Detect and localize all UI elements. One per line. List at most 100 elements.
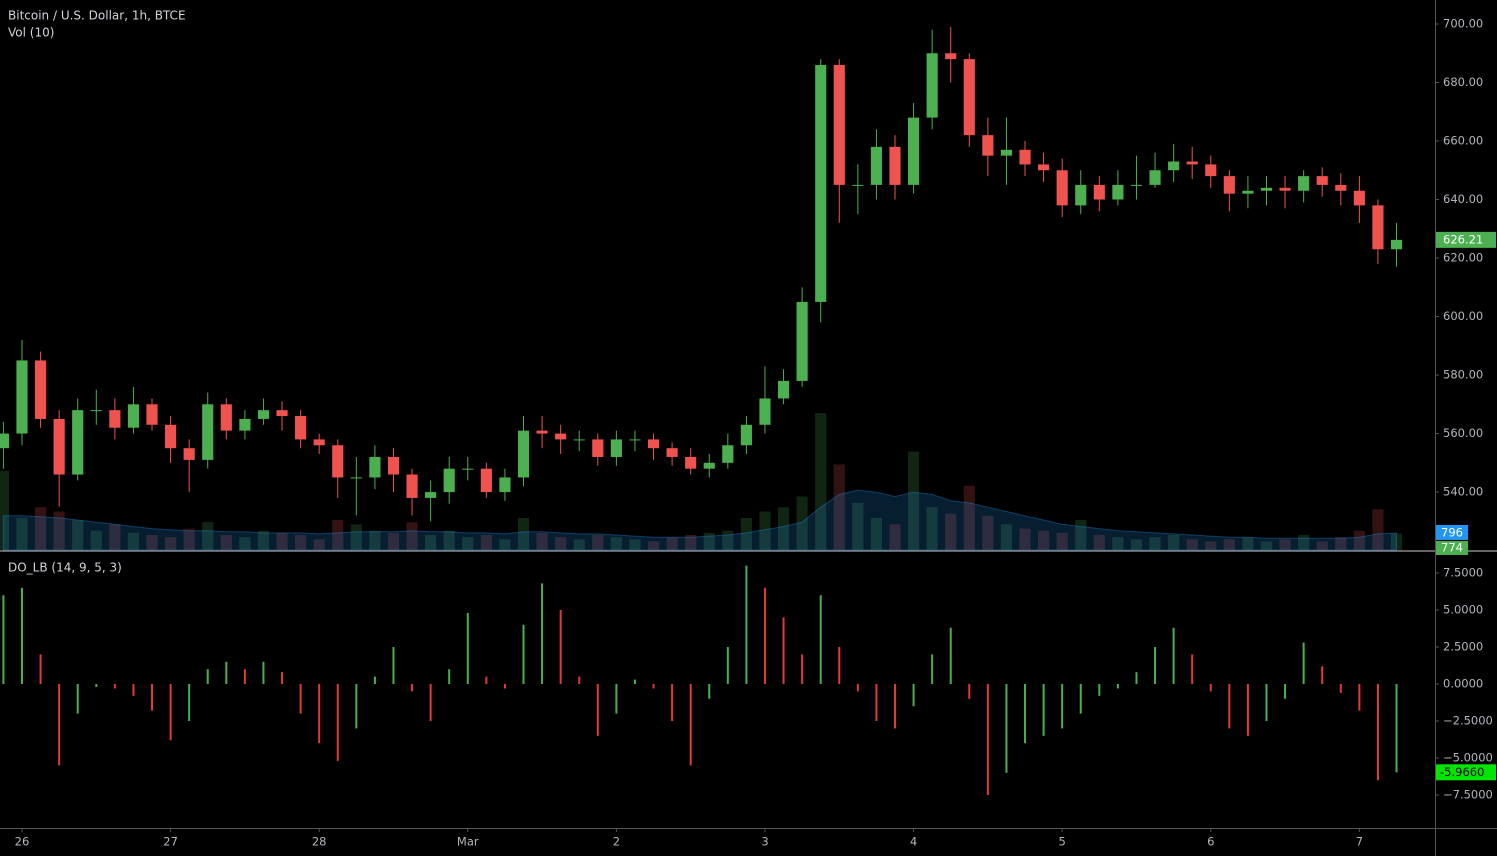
volume-bar	[239, 537, 251, 550]
volume-bar	[127, 532, 140, 550]
volume-bar	[908, 451, 920, 550]
oscillator-bar	[392, 647, 395, 685]
candle-body	[1130, 184, 1143, 186]
x-tick-label: 27	[163, 835, 178, 849]
oscillator-bar	[652, 684, 655, 689]
y-tick-label: 2.5000	[1443, 640, 1483, 654]
volume-bar	[1205, 541, 1217, 550]
oscillator-bar	[225, 661, 228, 685]
volume-bar	[1056, 532, 1068, 550]
x-tick-label: 2	[613, 835, 620, 849]
oscillator-bar	[466, 612, 469, 685]
volume-title: Vol (10)	[8, 26, 54, 40]
volume-bar	[257, 530, 270, 550]
volume-bar	[1149, 537, 1161, 550]
oscillator-bar	[206, 669, 209, 685]
candle-body	[1112, 184, 1124, 200]
candle-body	[647, 439, 660, 449]
candle-body	[1000, 149, 1013, 156]
y-tick-label: 560.00	[1443, 426, 1483, 440]
volume-bar	[517, 517, 530, 550]
volume-bar	[1112, 537, 1124, 550]
oscillator-bar	[411, 684, 414, 692]
candle-body	[369, 456, 381, 478]
candle-body	[1093, 184, 1105, 200]
candle-body	[517, 430, 530, 478]
x-tick-label: 28	[312, 835, 327, 849]
volume-bar	[573, 539, 585, 550]
oscillator-bar	[949, 627, 952, 685]
oscillator-bar	[1005, 684, 1008, 773]
volume-bar	[425, 535, 437, 550]
volume-bar	[332, 520, 344, 550]
last-price-box	[1436, 231, 1496, 248]
y-tick-label: 580.00	[1443, 368, 1483, 382]
candle-body	[443, 468, 455, 493]
candle-body	[815, 64, 827, 302]
candle-body	[1372, 205, 1384, 250]
candle-body	[982, 135, 994, 156]
volume-ma-box	[1436, 524, 1468, 540]
oscillator-bar	[299, 684, 302, 714]
volume-bar	[16, 517, 28, 550]
oscillator-bar	[1209, 684, 1212, 692]
candle-body	[629, 439, 641, 441]
y-tick-label: 620.00	[1443, 251, 1483, 265]
oscillator-bar	[1302, 642, 1305, 685]
candle-body	[1298, 176, 1310, 191]
oscillator-bar	[1246, 684, 1249, 736]
y-tick-label: −2.5000	[1443, 714, 1493, 728]
oscillator-bar	[763, 587, 766, 685]
candle-body	[1019, 149, 1031, 165]
volume-bar	[1298, 535, 1310, 550]
oscillator-bar	[968, 684, 971, 699]
volume-bar	[1186, 539, 1198, 550]
oscillator-bar	[986, 684, 989, 795]
candle-body	[889, 146, 901, 185]
oscillator-bar	[541, 583, 544, 685]
volume-bar	[1372, 509, 1384, 550]
oscillator-bar	[169, 684, 172, 741]
volume-bar	[1223, 539, 1235, 550]
volume-bar	[220, 535, 232, 550]
oscillator-bar	[76, 684, 79, 714]
candle-body	[908, 117, 920, 185]
volume-bar	[759, 511, 771, 550]
oscillator-bar	[2, 595, 5, 685]
volume-bar	[870, 517, 882, 550]
oscillator-bar	[58, 684, 61, 766]
candle-body	[313, 439, 325, 446]
oscillator-bar	[1172, 627, 1175, 685]
candle-body	[1260, 187, 1273, 191]
oscillator-bar	[1024, 684, 1027, 744]
candle-body	[1186, 161, 1198, 165]
candle-body	[1205, 164, 1217, 177]
volume-bar	[963, 485, 975, 550]
volume-bar	[350, 524, 362, 550]
candle-body	[239, 418, 251, 431]
candle-body	[740, 424, 752, 446]
volume-bar	[926, 507, 938, 550]
candle-body	[926, 53, 938, 118]
candle-body	[34, 360, 47, 419]
candle-body	[202, 404, 214, 460]
volume-bar	[852, 502, 864, 550]
oscillator-bar	[856, 684, 859, 692]
plot-layer: 540.00 560.00 580.00 600.00 620.00 640.00 660.…	[0, 16, 1496, 849]
y-tick-label: 660.00	[1443, 134, 1483, 148]
candle-body	[499, 477, 511, 493]
oscillator-bar	[819, 595, 822, 685]
volume-bar	[276, 532, 288, 550]
oscillator-bar	[20, 587, 23, 685]
candle-body	[462, 468, 474, 470]
volume-bar	[1000, 524, 1013, 550]
volume-bar	[815, 413, 827, 550]
x-tick-label: 4	[910, 835, 917, 849]
oscillator-bar	[188, 684, 191, 722]
candle-body	[1279, 187, 1291, 191]
volume-bar	[109, 524, 121, 550]
candle-body	[1168, 161, 1180, 171]
candle-body	[257, 410, 270, 419]
candle-body	[703, 462, 715, 469]
volume-bar	[295, 535, 307, 550]
